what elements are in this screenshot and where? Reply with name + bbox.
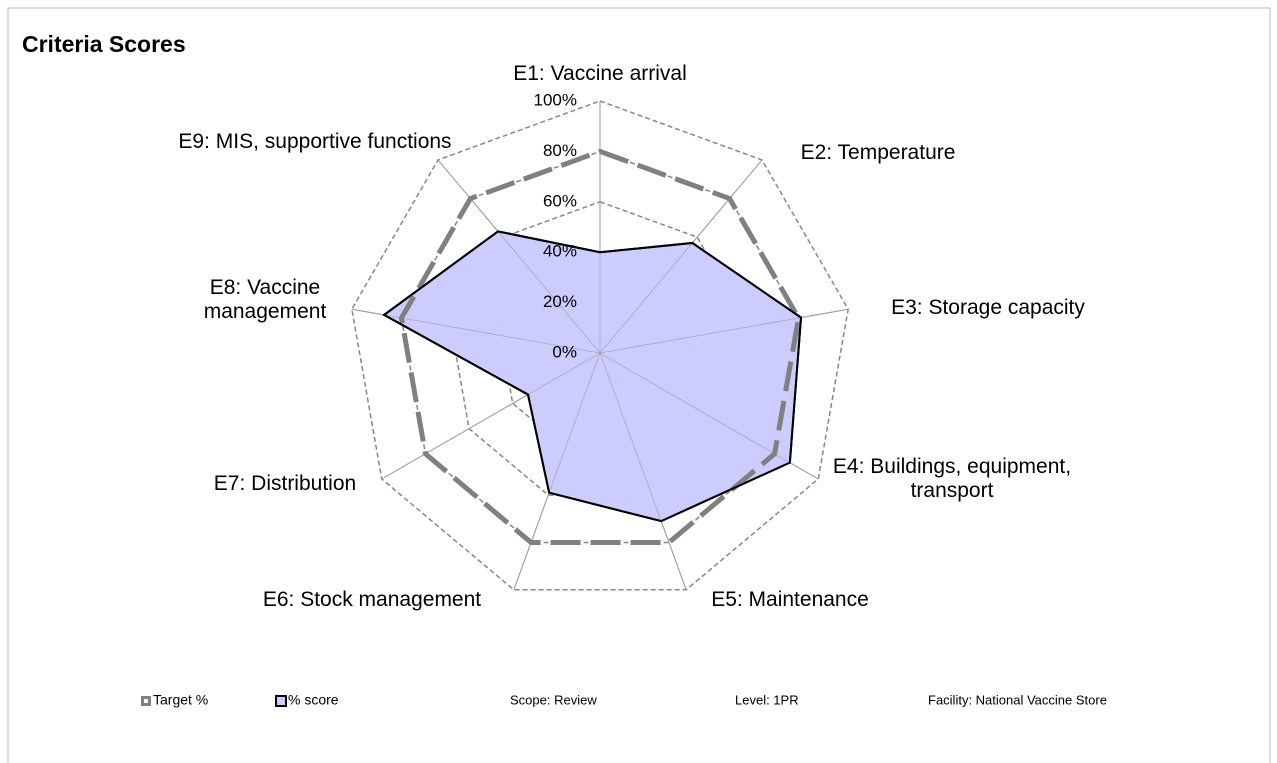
tick-label: 60%: [543, 191, 577, 210]
spoke: [599, 159, 763, 354]
category-label: E4: Buildings, equipment, transport: [832, 455, 1072, 502]
spoke: [599, 308, 849, 354]
annotation: Level: 1PR: [735, 692, 799, 707]
grid-ring: [351, 100, 849, 591]
spoke: [599, 352, 687, 590]
category-label: E7: Distribution: [213, 472, 357, 495]
legend-swatch: [275, 695, 287, 707]
category-label: E5: Maintenance: [711, 588, 869, 611]
legend-label: % score: [288, 692, 339, 708]
spoke: [437, 159, 601, 354]
score-outline: [382, 230, 803, 523]
frame: [7, 7, 1271, 763]
category-label: E6: Stock management: [262, 588, 482, 611]
annotation: Scope: Review: [510, 692, 597, 707]
spoke: [381, 352, 601, 480]
category-label: E9: MIS, supportive functions: [178, 130, 452, 153]
category-label: E8: Vaccine management: [203, 276, 327, 323]
category-label: E2: Temperature: [800, 141, 956, 164]
category-label: E3: Storage capacity: [891, 296, 1085, 319]
category-label: E1: Vaccine arrival: [513, 62, 687, 85]
spoke: [513, 352, 601, 590]
spoke: [351, 308, 601, 354]
legend-label: Target %: [153, 692, 208, 708]
chart-title: Criteria Scores: [22, 31, 186, 57]
legend-swatch-inner: [144, 699, 148, 703]
tick-label: 20%: [543, 292, 577, 311]
tick-label: 80%: [543, 141, 577, 160]
tick-label: 40%: [543, 242, 577, 261]
annotation: Facility: National Vaccine Store: [928, 692, 1107, 707]
tick-label: 100%: [534, 90, 577, 109]
spoke: [599, 352, 819, 480]
tick-label: 0%: [552, 342, 577, 361]
target-line: [398, 148, 802, 545]
